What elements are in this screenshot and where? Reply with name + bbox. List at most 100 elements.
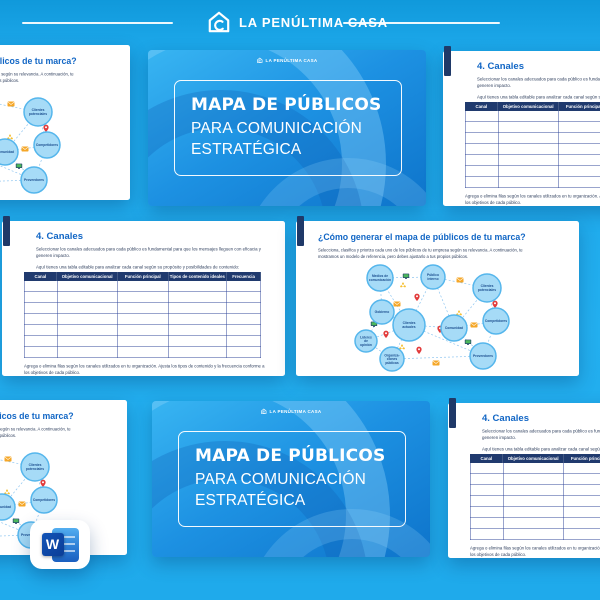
- table-cell-empty: [227, 325, 261, 336]
- table-header-cell: Canal: [465, 102, 499, 111]
- table-row: [465, 144, 600, 155]
- svg-text:Competidores: Competidores: [33, 498, 55, 502]
- table-header-cell: Objetivo comunicacional: [503, 454, 564, 463]
- cover-title-line1: MAPA DE PÚBLICOS: [191, 95, 382, 116]
- slide-paragraph: Aquí tienes una tabla editable para anal…: [477, 94, 600, 100]
- table-cell-empty: [564, 518, 600, 529]
- table-cell-empty: [499, 111, 559, 122]
- table-row: [470, 485, 600, 496]
- table-cell-empty: [169, 303, 227, 314]
- brand-logo-icon: [208, 11, 230, 33]
- svg-text:Competidores: Competidores: [36, 143, 58, 147]
- table-cell-empty: [504, 507, 564, 518]
- pin-icon: [43, 124, 49, 132]
- cover-title-line2: PARA COMUNICACIÓN: [195, 471, 367, 489]
- table-cell-empty: [471, 507, 504, 518]
- table-cell-empty: [466, 177, 499, 188]
- table-row: [470, 529, 600, 540]
- envelope-icon: [21, 146, 29, 152]
- table-row: [465, 122, 600, 133]
- table-header-cell: Canal: [24, 272, 58, 281]
- slide-subtitle: Selecciona, clasifica y prioriza cada un…: [0, 426, 71, 438]
- diagram-node-potenciales: Clientes potenciales: [20, 452, 50, 482]
- table-row: [465, 166, 600, 177]
- diagram-node-potenciales: Clientes potenciales: [23, 97, 53, 127]
- table-cell-empty: [227, 336, 261, 347]
- table-cell-empty: [227, 281, 261, 292]
- slide-accent-bar: [3, 216, 10, 246]
- diagram-node-potenciales: Clientes potenciales: [472, 273, 502, 303]
- table-cell-empty: [499, 133, 559, 144]
- table-cell-empty: [471, 485, 504, 496]
- slide-canales-middle: 4. Canales Seleccionar los canales adecu…: [2, 216, 285, 376]
- share-icon: [399, 344, 405, 350]
- table-cell-empty: [58, 314, 118, 325]
- table-cell-empty: [169, 281, 227, 292]
- table-header-cell: Función principal: [559, 102, 600, 111]
- table-row: [24, 336, 261, 347]
- envelope-icon: [456, 277, 464, 283]
- slide-subtitle: Selecciona, clasifica y prioriza cada un…: [0, 71, 74, 83]
- table-cell-empty: [504, 474, 564, 485]
- table-cell-empty: [118, 281, 169, 292]
- svg-text:Gobierno: Gobierno: [375, 310, 390, 314]
- table-cell-empty: [25, 292, 58, 303]
- table-cell-empty: [25, 314, 58, 325]
- table-row: [465, 177, 600, 188]
- pin-icon: [383, 330, 389, 338]
- diagram-node-comunidad: Comunidad: [440, 314, 468, 342]
- table-cell-empty: [118, 303, 169, 314]
- slide-canales-bottom: 4. Canales Seleccionar los canales adecu…: [448, 398, 600, 558]
- table-cell-empty: [169, 347, 227, 358]
- slide-paragraph: Seleccionar los canales adecuados para c…: [477, 76, 600, 89]
- slide-brand-logo: LA PENÚLTIMA CASA: [261, 408, 322, 415]
- envelope-icon: [18, 501, 26, 507]
- table-cell-empty: [504, 529, 564, 540]
- table-cell-empty: [471, 518, 504, 529]
- diagram-node-proveedores: Proveedores: [20, 166, 48, 194]
- table-cell-empty: [466, 111, 499, 122]
- table-header-row: Canal Objetivo comunicacional Función prin…: [465, 102, 600, 111]
- table-cell-empty: [499, 166, 559, 177]
- table-cell-empty: [499, 122, 559, 133]
- table-row: [465, 111, 600, 122]
- table-row: [470, 507, 600, 518]
- table-cell-empty: [559, 166, 600, 177]
- table-row: [470, 496, 600, 507]
- table-cell-empty: [466, 144, 499, 155]
- slide-cover-top: LA PENÚLTIMA CASA MAPA DE PÚBLICOS PARA …: [148, 50, 426, 206]
- table-row: [470, 463, 600, 474]
- pin-icon: [492, 300, 498, 308]
- table-cell-empty: [58, 292, 118, 303]
- monitor-icon: [402, 273, 410, 279]
- table-header-cell: Tipos de contenido ideales: [169, 272, 227, 281]
- brand-logo-icon: [257, 57, 263, 63]
- slide-brand-logo: LA PENÚLTIMA CASA: [257, 57, 318, 64]
- svg-text:Comunidad: Comunidad: [0, 505, 11, 509]
- table-cell-empty: [466, 155, 499, 166]
- slide-accent-bar: [444, 46, 451, 76]
- diagram-edge: [391, 355, 484, 360]
- slide-paragraph: Aquí tienes una tabla editable para anal…: [482, 446, 600, 452]
- pin-icon: [416, 346, 422, 354]
- slide-diagram-middle: ¿Cómo generar el mapa de públicos de tu …: [296, 216, 579, 376]
- diagram-node-competidores: Competidores: [482, 307, 510, 335]
- table-cell-empty: [25, 336, 58, 347]
- table-row: [24, 303, 261, 314]
- table-cell-empty: [169, 325, 227, 336]
- table-cell-empty: [227, 303, 261, 314]
- table-cell-empty: [466, 122, 499, 133]
- table-header-cell: Frecuencia: [227, 272, 261, 281]
- cover-title-line2: PARA COMUNICACIÓN: [191, 120, 363, 138]
- cover-title-box: MAPA DE PÚBLICOS PARA COMUNICACIÓN ESTRA…: [178, 431, 406, 527]
- cover-title-line3: ESTRATÉGICA: [191, 141, 302, 158]
- diagram-node-lideres: Líderes de opinión: [354, 329, 378, 353]
- header-divider-right: [343, 22, 500, 24]
- diagram-node-medios: Medios de comunicación: [366, 264, 394, 292]
- table-cell-empty: [471, 463, 504, 474]
- table-cell-empty: [118, 336, 169, 347]
